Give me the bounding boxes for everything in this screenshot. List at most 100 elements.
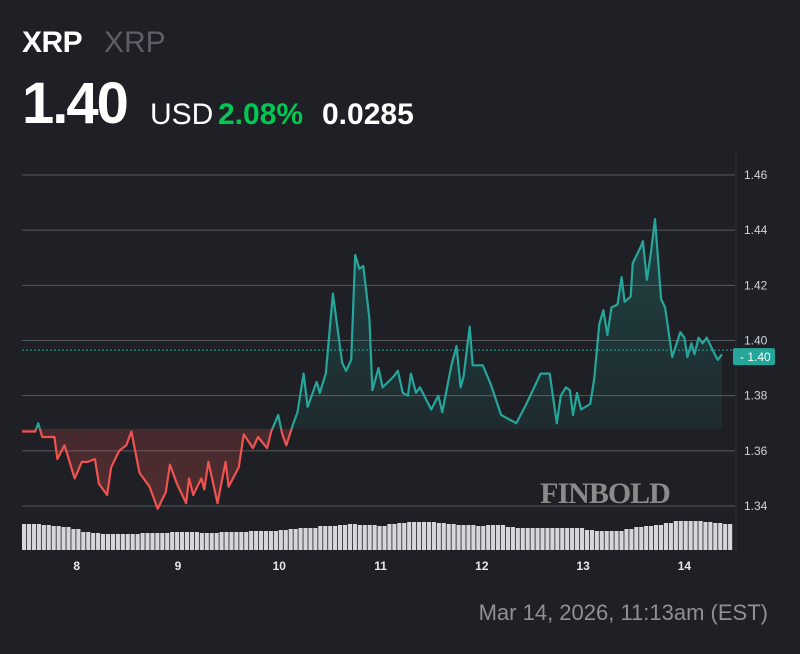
volume-bar <box>466 525 471 550</box>
x-tick-label: 11 <box>374 559 387 573</box>
volume-bar <box>698 521 703 550</box>
volume-bar <box>298 528 303 550</box>
x-tick-label: 12 <box>475 559 489 573</box>
volume-bar <box>303 528 308 550</box>
volume-bar <box>392 524 397 550</box>
volume-bar <box>500 525 506 550</box>
volume-bar <box>693 521 698 550</box>
volume-bar <box>184 532 190 550</box>
volume-bar <box>540 528 545 550</box>
volume-bar <box>594 531 599 550</box>
volume-bar <box>170 532 175 550</box>
volume-bar <box>278 530 283 550</box>
volume-bar <box>658 525 664 550</box>
volume-bar <box>421 522 427 550</box>
volume-bar <box>352 524 357 550</box>
volume-bar <box>273 531 278 550</box>
current-price: 1.40 <box>22 71 129 136</box>
volume-bar <box>624 529 629 550</box>
volume-bar <box>347 524 353 550</box>
volume-bar <box>140 533 145 550</box>
volume-bar <box>81 532 86 550</box>
volume-bar <box>550 528 555 550</box>
volume-bar <box>160 533 165 550</box>
volume-bar <box>431 522 436 550</box>
volume-bar <box>382 526 387 550</box>
volume-bar <box>451 524 456 550</box>
volume-bar <box>189 532 195 550</box>
x-tick-label: 9 <box>175 559 182 573</box>
area-fill-down <box>22 428 722 509</box>
volume-bar <box>357 525 362 550</box>
volume-bar <box>476 526 481 550</box>
volume-bar <box>135 534 140 550</box>
volume-bar <box>461 525 466 550</box>
volume-bar <box>56 526 61 550</box>
volume-bar <box>560 528 565 550</box>
y-tick-label: 1.42 <box>744 278 768 292</box>
volume-bar <box>367 525 372 550</box>
volume-bar <box>614 531 619 550</box>
volume-bar <box>259 531 264 550</box>
volume-bar <box>589 530 594 550</box>
asset-name: XRP <box>104 26 166 59</box>
volume-bar <box>76 529 81 550</box>
volume-bar <box>417 522 422 550</box>
volume-bar <box>412 522 417 550</box>
volume-bar <box>96 533 101 550</box>
symbol: XRP <box>22 26 83 59</box>
finbold-watermark: FINBOLD <box>540 477 670 510</box>
volume-bar <box>708 522 713 550</box>
volume-bar <box>649 526 654 550</box>
volume-bar <box>436 523 441 550</box>
volume-bar <box>402 523 407 550</box>
volume-bar <box>619 531 624 550</box>
volume-bar <box>678 521 683 550</box>
volume-bar <box>342 525 348 550</box>
volume-bar <box>441 523 446 550</box>
volume-bar <box>333 526 338 550</box>
volume-bar <box>372 525 377 550</box>
volume-bar <box>86 532 91 550</box>
volume-bar <box>629 529 634 550</box>
volume-bar <box>234 532 239 550</box>
volume-bar <box>525 528 530 550</box>
volume-bar <box>634 527 639 550</box>
volume-bar <box>150 533 155 550</box>
volume-bar <box>481 526 486 550</box>
volume-bar <box>496 525 501 550</box>
volume-bar <box>91 533 96 550</box>
volume-bar <box>520 528 525 550</box>
volume-bar <box>446 524 451 550</box>
volume-bar <box>229 532 234 550</box>
last-price-label: - 1.40 <box>740 350 771 364</box>
volume-bar <box>639 527 644 550</box>
volume-bar <box>46 525 51 550</box>
volume-bar <box>214 533 219 550</box>
y-tick-label: 1.40 <box>744 334 768 348</box>
y-tick-label: 1.34 <box>744 499 768 513</box>
volume-bar <box>175 532 180 550</box>
x-tick-label: 8 <box>73 559 80 573</box>
volume-bar <box>268 531 274 550</box>
volume-bar <box>263 531 269 550</box>
last-price-badge <box>733 348 775 366</box>
x-tick-label: 13 <box>576 559 590 573</box>
change-percent: 2.08% <box>218 98 304 131</box>
volume-bar <box>565 528 570 550</box>
volume-bar <box>515 528 520 550</box>
volume-bar <box>723 524 728 550</box>
volume-bar <box>293 529 298 550</box>
volume-bar <box>194 532 199 550</box>
volume-bar <box>61 527 66 550</box>
volume-bar <box>604 531 609 550</box>
volume-bar <box>535 528 540 550</box>
volume-bar <box>362 525 367 550</box>
change-absolute: 0.0285 <box>322 98 414 131</box>
y-tick-label: 1.36 <box>744 444 768 458</box>
volume-bar <box>570 528 575 550</box>
volume-bar <box>22 524 27 550</box>
volume-bar <box>530 528 535 550</box>
volume-bar <box>31 524 37 550</box>
price-chart: FINBOLD 1.46 1.44 1.42 1.40 1.38 1.36 1.34 8 9 1… <box>22 150 775 573</box>
